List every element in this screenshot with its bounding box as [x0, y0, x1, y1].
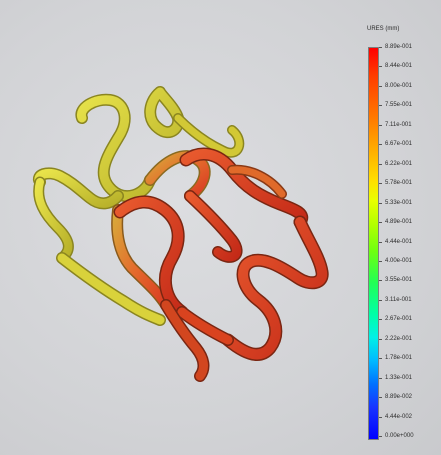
legend-tick-mark	[379, 222, 382, 224]
legend-tick-label: 8.44e-001	[385, 63, 413, 70]
legend-tick-mark	[379, 47, 382, 48]
legend-title: URES (mm)	[367, 26, 400, 32]
legend-tick-mark	[379, 241, 382, 243]
legend-tick-mark	[379, 183, 382, 185]
legend-tick-label: 3.11e-001	[385, 296, 412, 303]
legend-tick-label: 2.67e-001	[385, 316, 413, 323]
legend-tick-mark	[379, 358, 382, 360]
legend-tick-mark	[379, 397, 382, 399]
legend-tick-mark	[379, 66, 382, 68]
legend-tick-mark	[379, 124, 382, 126]
legend-tick-label: 4.00e-001	[385, 257, 413, 264]
legend-tick-mark	[379, 163, 382, 165]
legend-tick-mark	[379, 338, 382, 340]
legend-tick-label: 1.78e-001	[385, 355, 413, 362]
legend-tick-mark	[379, 260, 382, 262]
legend-tick-mark	[379, 377, 382, 379]
legend-tick-mark	[379, 436, 382, 437]
legend-tick-mark	[379, 299, 382, 301]
legend-tick-label: 2.22e-001	[385, 335, 413, 342]
legend-tick-mark	[379, 416, 382, 418]
stent-front-ring	[113, 147, 329, 382]
legend-tick-label: 6.67e-001	[385, 141, 413, 148]
legend-tick-label: 5.33e-001	[385, 199, 413, 206]
legend-tick-label: 6.22e-001	[385, 160, 413, 167]
legend-color-bar	[368, 47, 379, 440]
legend-tick-label: 7.11e-001	[385, 121, 412, 128]
legend-tick-label: 1.33e-001	[385, 374, 413, 381]
legend-tick-label: 0.00e+000	[385, 433, 414, 439]
legend-tick-label: 4.44e-002	[385, 413, 413, 420]
legend-tick-mark	[379, 85, 382, 87]
legend-tick-label: 8.00e-001	[385, 82, 413, 89]
legend-tick-label: 8.89e-001	[385, 44, 413, 50]
legend-tick-mark	[379, 144, 382, 146]
legend-tick-label: 7.55e-001	[385, 102, 413, 109]
legend-tick-label: 4.44e-001	[385, 238, 413, 245]
legend-tick-label: 5.78e-001	[385, 180, 413, 187]
legend-tick-mark	[379, 202, 382, 204]
legend-tick-label: 3.55e-001	[385, 277, 413, 284]
legend-tick-label: 4.89e-001	[385, 219, 413, 226]
legend-tick-mark	[379, 319, 382, 321]
legend-tick-mark	[379, 105, 382, 107]
stent-back-ring	[33, 86, 245, 326]
legend-tick-label: 8.89e-002	[385, 394, 413, 401]
legend-tick-mark	[379, 280, 382, 282]
